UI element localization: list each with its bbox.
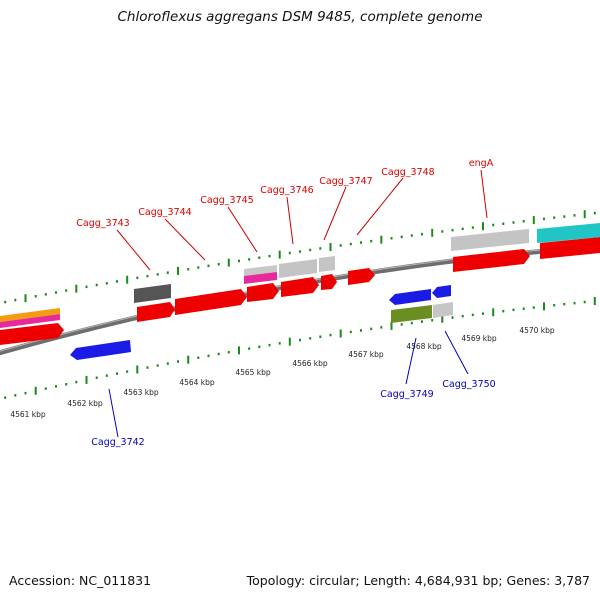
scale-label-4565: 4565 kbp [235,368,271,377]
leader-lines [108,169,488,438]
leader-line-cagg-3747 [323,186,347,241]
gene-label-cagg-3748[interactable]: Cagg_3748 [381,167,434,178]
map-title: Chloroflexus aggregans DSM 9485, complet… [117,9,483,25]
gene-arrow-cagg-3743[interactable] [137,302,175,322]
gene-arrow-cagg-3742[interactable] [70,340,131,360]
scale-label-4561: 4561 kbp [10,410,46,419]
gene-label-cagg-3749[interactable]: Cagg_3749 [380,389,433,400]
scale-labels: 4561 kbp 4562 kbp 4563 kbp 4564 kbp 4565… [10,326,555,419]
feature-magenta[interactable] [0,314,60,328]
feature-orange[interactable] [0,308,60,322]
leader-line-cagg-3743 [116,229,151,271]
leader-line-enga [480,169,488,219]
scale-label-4567: 4567 kbp [348,350,384,359]
gene-arrow-cagg-3748[interactable] [348,268,375,285]
leader-line-cagg-3744 [164,218,206,261]
scale-label-4570: 4570 kbp [519,326,555,335]
scale-label-4569: 4569 kbp [461,334,497,343]
feature-magenta-3745[interactable] [244,272,277,284]
accession-text: Accession: NC_011831 [9,573,152,588]
gene-label-cagg-3747[interactable]: Cagg_3747 [319,176,372,187]
gene-arrow-cagg-3749[interactable] [389,289,431,305]
leader-line-cagg-3748 [356,177,404,236]
outer-tick-track [4,210,596,304]
scale-label-4564: 4564 kbp [179,378,215,387]
gene-arrow-cagg-3750[interactable] [432,285,451,298]
inner-tick-track [4,297,596,399]
gene-label-cagg-3744[interactable]: Cagg_3744 [138,207,191,218]
gene-label-cagg-3745[interactable]: Cagg_3745 [200,195,253,206]
topology-text: Topology: circular; Length: 4,684,931 bp… [246,573,590,588]
scale-label-4563: 4563 kbp [123,388,159,397]
scale-label-4562: 4562 kbp [67,399,103,408]
leader-line-cagg-3750 [444,330,469,375]
gene-arrow-cagg-3744[interactable] [175,289,247,315]
feature-green-3749[interactable] [391,305,432,323]
gene-arrow-right-edge[interactable] [540,237,600,259]
leader-line-cagg-3745 [227,206,258,253]
scale-label-4568: 4568 kbp [406,342,442,351]
gene-arrow-cagg-3746[interactable] [281,277,319,297]
leader-line-cagg-3746 [286,196,294,245]
gene-arrow-cagg-3747[interactable] [321,274,337,290]
feature-gray-3747[interactable] [319,256,335,272]
leader-line-cagg-3749 [405,337,417,385]
scale-label-4566: 4566 kbp [292,359,328,368]
feature-light-gray-3745[interactable] [244,265,277,276]
gene-arrow-cagg-3745[interactable] [247,283,279,302]
gene-label-cagg-3743[interactable]: Cagg_3743 [76,218,129,229]
feature-gray-enga[interactable] [451,229,529,251]
gene-label-cagg-3746[interactable]: Cagg_3746 [260,185,313,196]
feature-cyan[interactable] [537,223,600,243]
feature-gray-3750[interactable] [433,302,453,318]
gene-label-cagg-3742[interactable]: Cagg_3742 [91,437,144,448]
gene-label-cagg-3750[interactable]: Cagg_3750 [442,379,495,390]
gene-label-enga[interactable]: engA [469,158,494,169]
gene-arrow-enga[interactable] [453,249,530,272]
leader-line-cagg-3742 [108,388,119,438]
gene-arrow-left-edge[interactable] [0,323,64,345]
feature-gray-3746[interactable] [279,259,317,278]
feature-dark-gray-3743[interactable] [134,284,171,303]
